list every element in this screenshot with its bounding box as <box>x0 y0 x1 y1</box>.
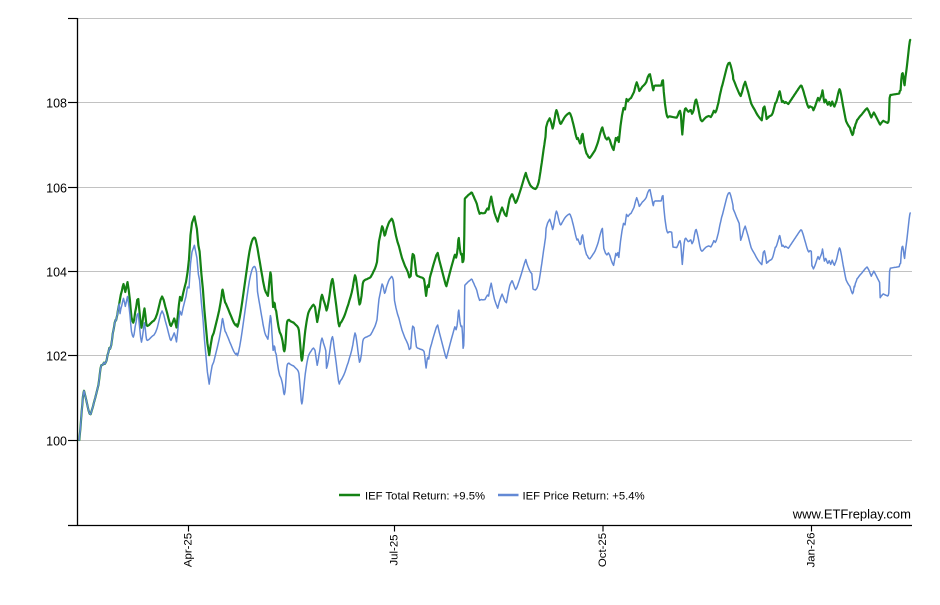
svg-text:www.ETFreplay.com: www.ETFreplay.com <box>792 507 911 522</box>
svg-text:IEF Price Return: +5.4%: IEF Price Return: +5.4% <box>523 490 645 502</box>
svg-text:104: 104 <box>46 266 67 280</box>
svg-text:106: 106 <box>46 182 67 196</box>
svg-text:IEF Total Return: +9.5%: IEF Total Return: +9.5% <box>365 490 485 502</box>
svg-text:Jan-26: Jan-26 <box>805 533 817 568</box>
svg-text:Jul-25: Jul-25 <box>388 534 400 565</box>
svg-text:102: 102 <box>46 350 67 364</box>
svg-text:108: 108 <box>46 97 67 111</box>
svg-text:Oct-25: Oct-25 <box>597 533 609 567</box>
svg-text:100: 100 <box>46 435 67 449</box>
svg-text:Apr-25: Apr-25 <box>182 533 194 567</box>
